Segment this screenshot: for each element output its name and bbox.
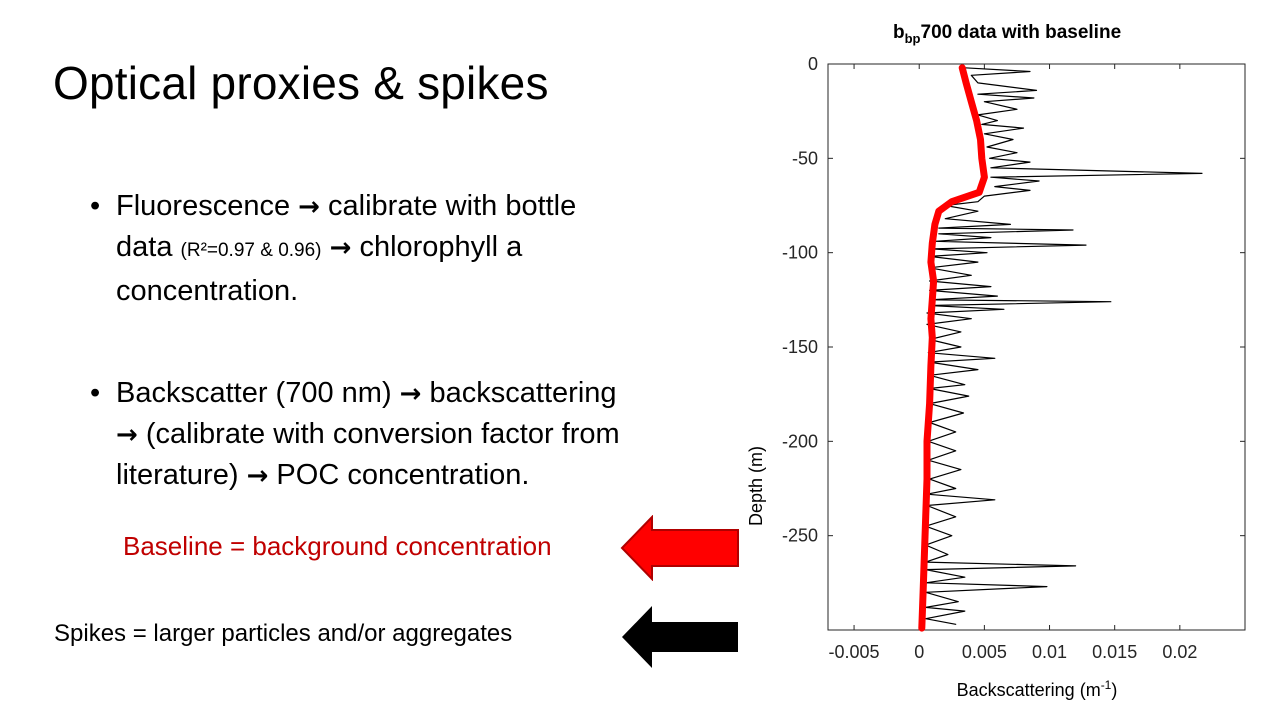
- y-tick-label: -250: [782, 526, 818, 546]
- x-tick-label: 0.02: [1162, 642, 1197, 662]
- right-arrow-icon: →: [399, 379, 422, 409]
- plot-frame: [827, 63, 1246, 631]
- y-tick-label: -200: [782, 431, 818, 451]
- chart-title-rest: 700 data with baseline: [920, 22, 1122, 43]
- right-arrow-icon: →: [329, 233, 352, 263]
- x-tick-label: -0.005: [829, 642, 880, 662]
- chart-title-main: b: [893, 22, 905, 43]
- y-axis-label: Depth (m): [746, 446, 766, 526]
- baseline-label: Baseline = background concentration: [123, 531, 552, 561]
- chart-title-sub: bp: [904, 30, 921, 46]
- y-tick-label: 0: [808, 54, 818, 74]
- baseline-series-line: [918, 64, 988, 632]
- bullet2-text: literature): [116, 459, 239, 491]
- r2-values: (R²=0.97 & 0.96): [180, 240, 322, 261]
- bullet2-text: POC concentration.: [276, 459, 530, 491]
- bullet2-text: (calibrate with conversion factor from: [145, 418, 620, 450]
- black-left-arrow-icon: [622, 606, 738, 668]
- right-arrow-icon: →: [116, 420, 138, 450]
- bullet2-text: backscattering: [429, 377, 617, 409]
- bullet1-text: calibrate with bottle: [328, 190, 577, 222]
- x-tick-label: 0.005: [962, 642, 1007, 662]
- slide-title: Optical proxies & spikes: [53, 57, 549, 109]
- x-axis-label: Backscattering (m-1): [957, 678, 1118, 700]
- bullet-dot-icon: •: [90, 190, 101, 222]
- bullet1-text: Fluorescence: [116, 190, 291, 222]
- bullet1-text: chlorophyll a: [359, 231, 523, 263]
- y-tick-label: -150: [782, 337, 818, 357]
- backscatter-chart: -0.005 0 0.005 0.01 0.015 0.02 0 -50 -100 -150 -20…: [746, 54, 1246, 700]
- red-left-arrow-icon: [620, 515, 739, 581]
- bullet-dot-icon: •: [90, 377, 101, 409]
- right-arrow-icon: →: [298, 192, 320, 222]
- chart-title: bbp700 data with baseline: [893, 22, 1121, 46]
- x-tick-label: 0.01: [1032, 642, 1067, 662]
- right-arrow-icon: →: [246, 461, 269, 491]
- bullet1-text: data: [116, 231, 173, 263]
- bullet2-text: Backscatter (700 nm): [116, 377, 392, 409]
- x-tick-label: 0.015: [1092, 642, 1137, 662]
- spikes-label: Spikes = larger particles and/or aggrega…: [54, 620, 513, 647]
- bullet1-text: concentration.: [116, 275, 299, 307]
- x-tick-label: 0: [914, 642, 924, 662]
- y-tick-label: -50: [792, 148, 818, 168]
- y-tick-label: -100: [782, 243, 818, 263]
